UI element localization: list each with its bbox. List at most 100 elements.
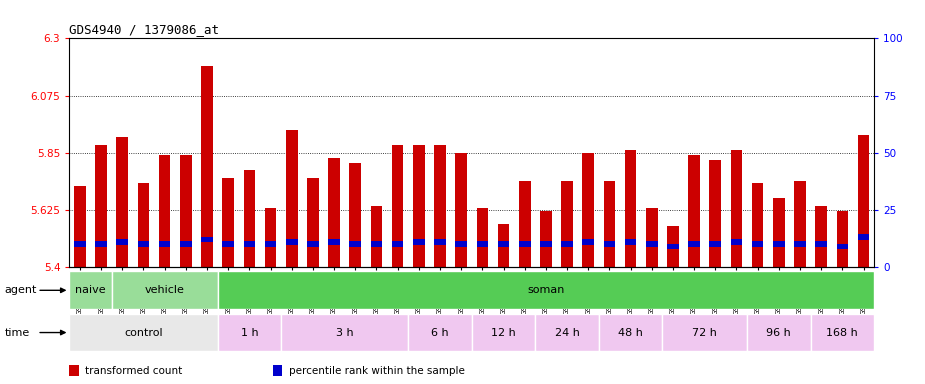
Bar: [815, 241, 827, 247]
Bar: [624, 150, 636, 267]
Text: 24 h: 24 h: [555, 328, 579, 338]
Bar: [243, 170, 255, 267]
Bar: [667, 226, 679, 267]
Bar: [857, 234, 869, 240]
Bar: [217, 271, 874, 309]
Text: time: time: [5, 328, 30, 338]
Bar: [519, 241, 531, 247]
Text: 12 h: 12 h: [491, 328, 516, 338]
Text: 96 h: 96 h: [767, 328, 791, 338]
Bar: [604, 180, 615, 267]
Bar: [307, 178, 319, 267]
Bar: [709, 241, 722, 247]
Bar: [328, 239, 339, 245]
Bar: [731, 239, 742, 245]
Bar: [455, 241, 467, 247]
Bar: [731, 150, 742, 267]
Bar: [95, 241, 107, 247]
Bar: [434, 145, 446, 267]
Bar: [519, 180, 531, 267]
Text: soman: soman: [527, 285, 564, 295]
Text: 3 h: 3 h: [336, 328, 353, 338]
Bar: [810, 314, 874, 351]
Bar: [857, 135, 869, 267]
Bar: [350, 241, 361, 247]
Text: percentile rank within the sample: percentile rank within the sample: [289, 366, 464, 376]
Bar: [74, 185, 86, 267]
Text: GDS4940 / 1379086_at: GDS4940 / 1379086_at: [69, 23, 219, 36]
Bar: [476, 209, 488, 267]
Bar: [540, 241, 551, 247]
Bar: [624, 239, 636, 245]
Bar: [498, 224, 510, 267]
Bar: [476, 241, 488, 247]
Bar: [536, 314, 598, 351]
Bar: [646, 241, 658, 247]
Bar: [392, 241, 403, 247]
Bar: [371, 206, 382, 267]
Bar: [180, 155, 191, 267]
Bar: [455, 152, 467, 267]
Bar: [159, 241, 170, 247]
Bar: [667, 243, 679, 249]
Text: transformed count: transformed count: [85, 366, 182, 376]
Bar: [646, 209, 658, 267]
Bar: [795, 180, 806, 267]
Text: agent: agent: [5, 285, 37, 295]
Bar: [709, 160, 722, 267]
Bar: [371, 241, 382, 247]
Bar: [583, 152, 594, 267]
Bar: [747, 314, 810, 351]
Bar: [138, 183, 149, 267]
Bar: [222, 241, 234, 247]
Bar: [138, 241, 149, 247]
Bar: [773, 198, 784, 267]
Bar: [540, 211, 551, 267]
Bar: [180, 241, 191, 247]
Bar: [815, 206, 827, 267]
Bar: [392, 145, 403, 267]
Bar: [265, 241, 277, 247]
Bar: [217, 314, 281, 351]
Bar: [69, 314, 217, 351]
Bar: [328, 158, 339, 267]
Bar: [795, 241, 806, 247]
Bar: [408, 314, 472, 351]
Text: 48 h: 48 h: [618, 328, 643, 338]
Text: naive: naive: [75, 285, 105, 295]
Bar: [69, 271, 112, 309]
Bar: [159, 155, 170, 267]
Bar: [752, 183, 763, 267]
Bar: [561, 241, 573, 247]
Bar: [836, 243, 848, 249]
Bar: [112, 271, 217, 309]
Bar: [222, 178, 234, 267]
Bar: [604, 241, 615, 247]
Bar: [583, 239, 594, 245]
Bar: [688, 241, 700, 247]
Bar: [243, 241, 255, 247]
Bar: [117, 239, 129, 245]
Bar: [202, 237, 213, 242]
Bar: [413, 145, 425, 267]
Bar: [265, 209, 277, 267]
Text: 72 h: 72 h: [692, 328, 717, 338]
Bar: [202, 66, 213, 267]
Bar: [95, 145, 107, 267]
Bar: [472, 314, 536, 351]
Bar: [498, 241, 510, 247]
Bar: [662, 314, 747, 351]
Bar: [413, 239, 425, 245]
Bar: [773, 241, 784, 247]
Bar: [286, 130, 298, 267]
Bar: [752, 241, 763, 247]
Bar: [286, 239, 298, 245]
Text: 1 h: 1 h: [240, 328, 258, 338]
Bar: [598, 314, 662, 351]
Bar: [836, 211, 848, 267]
Bar: [74, 241, 86, 247]
Bar: [350, 163, 361, 267]
Bar: [117, 137, 129, 267]
Text: vehicle: vehicle: [144, 285, 185, 295]
Bar: [281, 314, 408, 351]
